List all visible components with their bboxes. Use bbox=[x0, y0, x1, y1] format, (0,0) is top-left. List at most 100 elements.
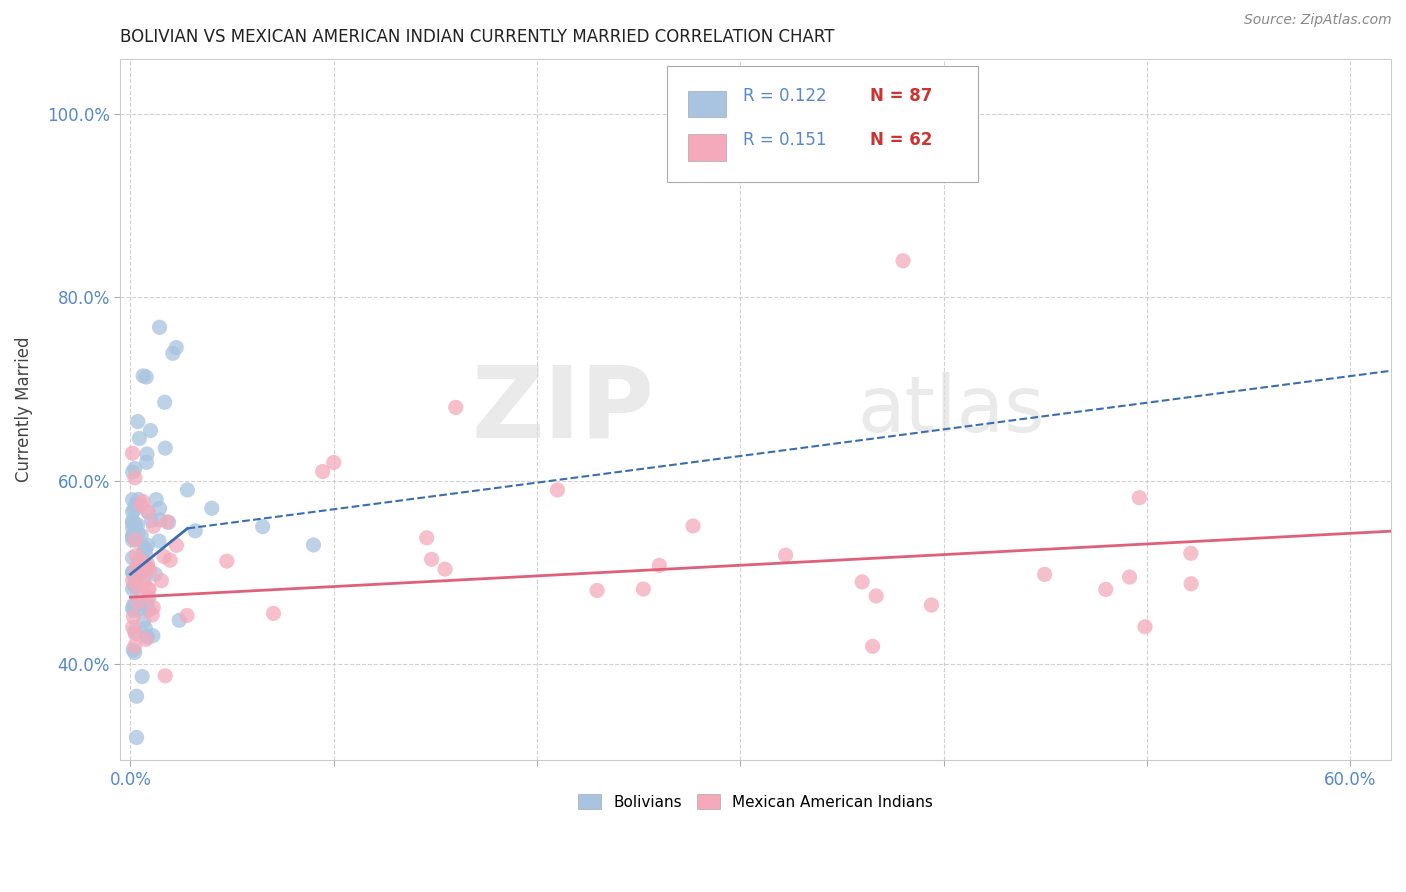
Point bbox=[153, 549, 176, 564]
Point bbox=[121, 565, 143, 579]
Point bbox=[121, 533, 143, 547]
Legend: Bolivians, Mexican American Indians: Bolivians, Mexican American Indians bbox=[572, 788, 939, 816]
Point bbox=[124, 645, 146, 659]
Point bbox=[143, 567, 166, 582]
Point bbox=[153, 669, 176, 683]
Point bbox=[129, 498, 152, 512]
Point bbox=[1180, 576, 1202, 591]
Point bbox=[124, 639, 146, 653]
Point bbox=[1237, 772, 1260, 786]
Point bbox=[131, 669, 153, 683]
Point bbox=[159, 553, 181, 567]
Point bbox=[153, 395, 176, 409]
Text: Source: ZipAtlas.com: Source: ZipAtlas.com bbox=[1244, 13, 1392, 28]
Point bbox=[136, 630, 159, 644]
Point bbox=[157, 516, 180, 530]
Point bbox=[134, 557, 156, 571]
Point bbox=[633, 582, 655, 596]
Point bbox=[682, 519, 704, 533]
Point bbox=[138, 591, 160, 605]
Point bbox=[132, 564, 155, 578]
Point bbox=[124, 579, 146, 593]
Point bbox=[128, 555, 150, 569]
Point bbox=[132, 368, 155, 383]
Point bbox=[124, 532, 146, 546]
Point bbox=[416, 531, 439, 545]
Point bbox=[121, 620, 143, 634]
FancyBboxPatch shape bbox=[666, 66, 979, 182]
Point bbox=[124, 566, 146, 580]
Text: ZIP: ZIP bbox=[471, 361, 654, 458]
Point bbox=[127, 415, 149, 429]
Point bbox=[125, 580, 148, 594]
Point bbox=[1133, 620, 1156, 634]
Point bbox=[1118, 570, 1140, 584]
Point bbox=[127, 581, 149, 595]
Point bbox=[134, 621, 156, 635]
Point bbox=[124, 570, 146, 584]
Point bbox=[136, 590, 159, 604]
Point bbox=[148, 320, 170, 334]
Point bbox=[124, 503, 146, 517]
Point bbox=[125, 690, 148, 704]
Point bbox=[775, 548, 797, 562]
Point bbox=[891, 253, 914, 268]
Point bbox=[124, 518, 146, 533]
Point bbox=[136, 557, 159, 571]
Point bbox=[1094, 582, 1116, 597]
Point bbox=[121, 582, 143, 596]
Point bbox=[586, 583, 609, 598]
Point bbox=[122, 643, 145, 657]
Point bbox=[121, 492, 143, 507]
Point bbox=[122, 568, 145, 582]
Point bbox=[135, 455, 157, 469]
Point bbox=[127, 492, 149, 507]
Text: R = 0.151: R = 0.151 bbox=[742, 131, 827, 149]
Point bbox=[121, 566, 143, 580]
Point bbox=[134, 576, 156, 591]
Point bbox=[121, 465, 143, 479]
Point bbox=[302, 538, 325, 552]
Point bbox=[136, 505, 159, 519]
Point bbox=[131, 549, 153, 563]
Point bbox=[322, 455, 344, 469]
Point bbox=[128, 432, 150, 446]
Point bbox=[149, 513, 172, 527]
Point bbox=[135, 547, 157, 561]
Point bbox=[127, 517, 149, 532]
Point bbox=[134, 541, 156, 556]
Point bbox=[132, 494, 155, 508]
Point bbox=[136, 582, 159, 596]
Point bbox=[125, 563, 148, 577]
Text: N = 87: N = 87 bbox=[870, 87, 932, 105]
Point bbox=[124, 516, 146, 531]
Text: N = 62: N = 62 bbox=[870, 131, 932, 149]
Point bbox=[920, 598, 942, 612]
Point bbox=[141, 514, 163, 528]
Text: R = 0.122: R = 0.122 bbox=[742, 87, 827, 105]
Point bbox=[132, 556, 155, 570]
Point bbox=[165, 538, 187, 552]
Point bbox=[215, 554, 238, 568]
Point bbox=[121, 516, 143, 530]
Point bbox=[184, 524, 207, 538]
Point bbox=[125, 731, 148, 745]
Point bbox=[121, 550, 143, 565]
Point bbox=[125, 597, 148, 611]
Point bbox=[121, 446, 143, 460]
Point bbox=[136, 561, 159, 575]
Point bbox=[127, 602, 149, 616]
Point bbox=[124, 624, 146, 639]
Point bbox=[121, 521, 143, 535]
Point bbox=[121, 529, 143, 543]
Point bbox=[155, 441, 177, 455]
Point bbox=[128, 564, 150, 578]
Point bbox=[148, 534, 170, 549]
Point bbox=[648, 558, 671, 573]
Point bbox=[135, 629, 157, 643]
FancyBboxPatch shape bbox=[689, 135, 727, 161]
Point bbox=[128, 554, 150, 568]
Point bbox=[121, 573, 143, 587]
Point bbox=[138, 582, 160, 597]
Point bbox=[434, 562, 457, 576]
